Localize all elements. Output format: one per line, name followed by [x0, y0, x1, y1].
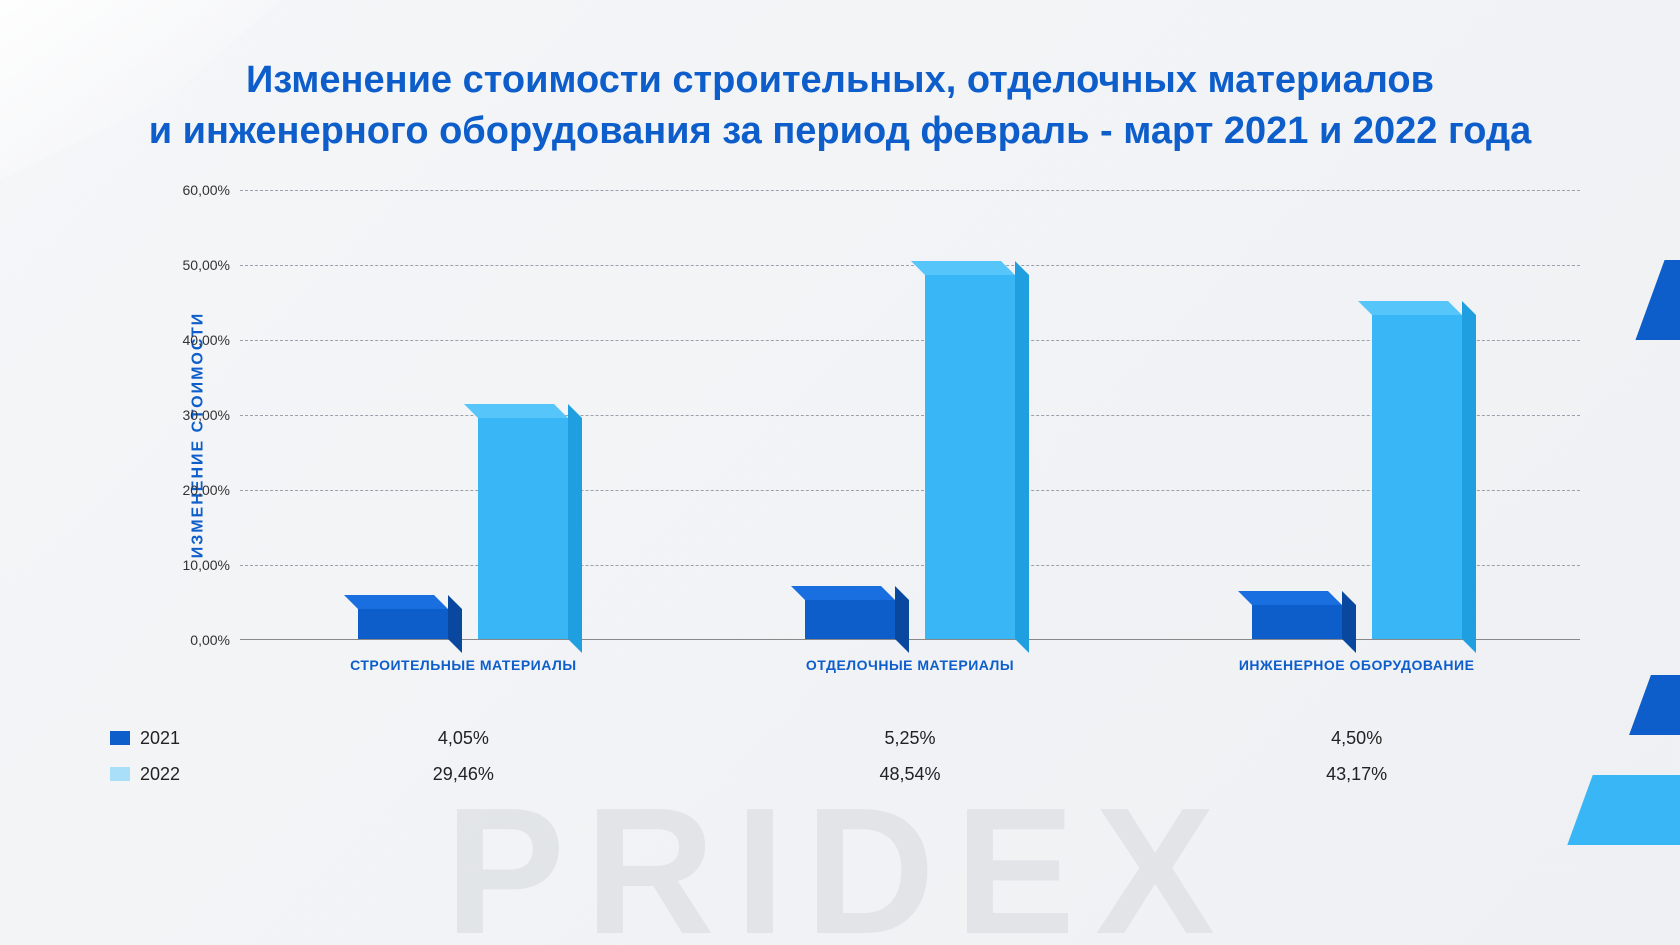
decor-stripe: [1629, 675, 1680, 735]
table-row: 2022 29,46%48,54%43,17%: [100, 756, 1580, 792]
bar: [358, 609, 448, 639]
legend-swatch: [110, 767, 130, 781]
bar: [478, 418, 568, 639]
plot-area: 0,00%10,00%20,00%30,00%40,00%50,00%60,00…: [240, 190, 1580, 640]
data-table: 2021 4,05%5,25%4,50% 2022 29,46%48,54%43,17…: [100, 720, 1580, 792]
value-cell: 43,17%: [1133, 764, 1580, 785]
decor-stripe: [1567, 775, 1680, 845]
bar: [805, 600, 895, 639]
title-line-1: Изменение стоимости строительных, отдело…: [80, 55, 1600, 106]
category-label: СТРОИТЕЛЬНЫЕ МАТЕРИАЛЫ: [280, 657, 647, 673]
title-line-2: и инженерного оборудования за период фев…: [80, 106, 1600, 157]
bar: [1252, 605, 1342, 639]
legend-label: 2021: [140, 728, 180, 749]
bar: [925, 275, 1015, 639]
chart-title: Изменение стоимости строительных, отдело…: [0, 0, 1680, 178]
decor-stripe: [1635, 260, 1680, 340]
table-row: 2021 4,05%5,25%4,50%: [100, 720, 1580, 756]
category-label: ОТДЕЛОЧНЫЕ МАТЕРИАЛЫ: [727, 657, 1094, 673]
category-group: СТРОИТЕЛЬНЫЕ МАТЕРИАЛЫ: [280, 190, 647, 639]
y-tick-label: 20,00%: [160, 482, 230, 498]
watermark-text: PRIDEX: [445, 768, 1235, 945]
value-cell: 29,46%: [240, 764, 687, 785]
y-axis-label: ИЗМЕНЕНИЕ СТОИМОСТИ: [189, 312, 207, 559]
bar: [1372, 315, 1462, 639]
y-tick-label: 0,00%: [160, 632, 230, 648]
legend-item: 2021: [100, 728, 240, 749]
legend-item: 2022: [100, 764, 240, 785]
legend-label: 2022: [140, 764, 180, 785]
category-label: ИНЖЕНЕРНОЕ ОБОРУДОВАНИЕ: [1173, 657, 1540, 673]
value-cell: 48,54%: [687, 764, 1134, 785]
y-tick-label: 50,00%: [160, 257, 230, 273]
value-cell: 5,25%: [687, 728, 1134, 749]
y-tick-label: 40,00%: [160, 332, 230, 348]
category-group: ОТДЕЛОЧНЫЕ МАТЕРИАЛЫ: [727, 190, 1094, 639]
value-cell: 4,50%: [1133, 728, 1580, 749]
y-tick-label: 60,00%: [160, 182, 230, 198]
category-group: ИНЖЕНЕРНОЕ ОБОРУДОВАНИЕ: [1173, 190, 1540, 639]
y-tick-label: 30,00%: [160, 407, 230, 423]
y-tick-label: 10,00%: [160, 557, 230, 573]
chart-area: ИЗМЕНЕНИЕ СТОИМОСТИ 0,00%10,00%20,00%30,…: [100, 190, 1580, 680]
legend-swatch: [110, 731, 130, 745]
value-cell: 4,05%: [240, 728, 687, 749]
